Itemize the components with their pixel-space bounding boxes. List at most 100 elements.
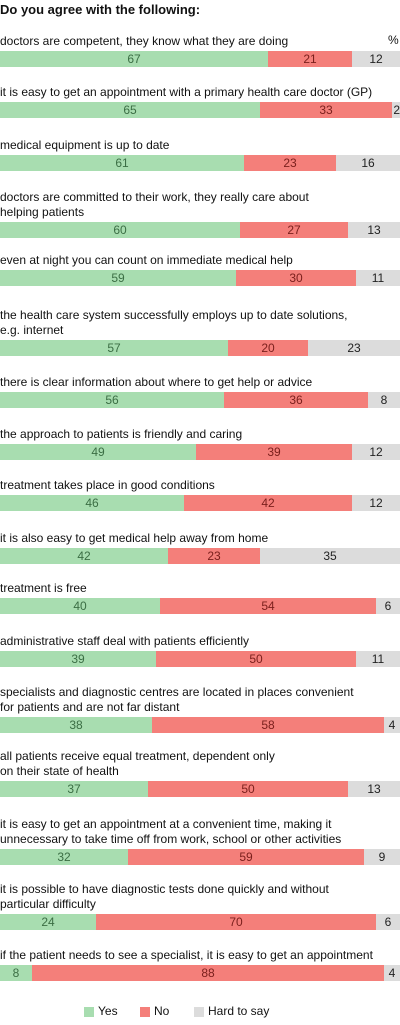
bar-segment-no (196, 444, 352, 460)
bar-segment-no (32, 965, 384, 981)
bar-segment-hard (392, 102, 400, 118)
question-label-line: for patients and are not far distant (0, 700, 180, 714)
bar-segment-no (148, 781, 348, 797)
data-label-no: 21 (303, 52, 317, 66)
bar-segment-yes (0, 495, 184, 511)
question-label-line: e.g. internet (0, 323, 64, 337)
question-label-line: there is clear information about where t… (0, 375, 313, 389)
data-label-no: 70 (229, 915, 243, 929)
stacked-bar: 46 42 12 (0, 495, 400, 511)
stacked-bar: 57 20 23 (0, 340, 400, 356)
legend-label-yes: Yes (98, 1004, 118, 1018)
bar-segment-yes (0, 548, 168, 564)
data-label-no: 50 (249, 652, 263, 666)
data-label-hard: 11 (371, 652, 385, 666)
bar-segment-no (236, 270, 356, 286)
question-label-line: it is easy to get an appointment with a … (0, 85, 373, 99)
data-label-yes: 60 (113, 223, 127, 237)
bar-segment-hard (260, 548, 400, 564)
stacked-bar: 40 54 6 (0, 598, 400, 614)
data-label-hard: 9 (378, 850, 386, 864)
question-label: treatment is free (0, 581, 400, 596)
bar-segment-hard (384, 717, 400, 733)
bar-segment-yes (0, 965, 32, 981)
data-label-yes: 39 (71, 652, 85, 666)
question-label-line: on their state of health (0, 764, 119, 778)
question-label: it is easy to get an appointment at a co… (0, 817, 400, 847)
question-label: if the patient needs to see a specialist… (0, 948, 400, 963)
bar-segment-hard (348, 781, 400, 797)
legend-label-hard-to-say: Hard to say (208, 1004, 270, 1018)
bar-segment-yes (0, 102, 260, 118)
data-label-hard: 8 (380, 393, 388, 407)
bar-segment-hard (308, 340, 400, 356)
question-label: it is also easy to get medical help away… (0, 531, 400, 546)
data-label-no: 30 (289, 271, 303, 285)
question-label: it is easy to get an appointment with a … (0, 85, 400, 100)
question-label: the health care system successfully empl… (0, 308, 400, 338)
unit-label: % (388, 33, 399, 47)
question-label: doctors are committed to their work, the… (0, 190, 400, 220)
data-label-hard: 13 (367, 782, 381, 796)
data-label-no: 33 (319, 103, 333, 117)
question-label-line: administrative staff deal with patients … (0, 634, 250, 648)
bar-segment-hard (356, 651, 400, 667)
bar-segment-hard (348, 222, 400, 238)
bar-segment-yes (0, 781, 148, 797)
data-label-no: 27 (287, 223, 301, 237)
question-label-line: if the patient needs to see a specialist… (0, 948, 373, 962)
stacked-bar: 32 59 9 (0, 849, 400, 865)
question-label: doctors are competent, they know what th… (0, 34, 400, 49)
data-label-yes: 56 (105, 393, 119, 407)
bar-segment-hard (364, 849, 400, 865)
stacked-bar: 8 88 4 (0, 965, 400, 981)
data-label-no: 50 (241, 782, 255, 796)
bar-segment-yes (0, 914, 96, 930)
stacked-bar: 42 23 35 (0, 548, 400, 564)
stacked-bar: 37 50 13 (0, 781, 400, 797)
bar-segment-no (268, 51, 352, 67)
question-label: specialists and diagnostic centres are l… (0, 685, 400, 715)
question-label-line: treatment takes place in good conditions (0, 478, 215, 492)
question-label-line: it is possible to have diagnostic tests … (0, 882, 329, 896)
legend-swatch-yes (84, 1007, 94, 1017)
bar-segment-no (244, 155, 336, 171)
question-label-line: unnecessary to take time off from work, … (0, 832, 342, 846)
bar-segment-no (240, 222, 348, 238)
bar-segment-no (224, 392, 368, 408)
bar-segment-hard (368, 392, 400, 408)
data-label-no: 54 (261, 599, 275, 613)
question-label: all patients receive equal treatment, de… (0, 749, 400, 779)
data-label-yes: 46 (85, 496, 99, 510)
bar-segment-yes (0, 155, 244, 171)
data-label-hard: 11 (371, 271, 385, 285)
data-label-no: 42 (261, 496, 275, 510)
bar-segment-no (152, 717, 384, 733)
bar-segment-yes (0, 849, 128, 865)
question-label-line: doctors are competent, they know what th… (0, 34, 289, 48)
bar-segment-hard (376, 598, 400, 614)
question-label-line: all patients receive equal treatment, de… (0, 749, 275, 763)
stacked-bar: 59 30 11 (0, 270, 400, 286)
bar-segment-no (260, 102, 392, 118)
stacked-bar: 56 36 8 (0, 392, 400, 408)
data-label-yes: 67 (127, 52, 141, 66)
data-label-no: 39 (267, 445, 281, 459)
bar-segment-no (128, 849, 364, 865)
data-label-hard: 12 (369, 496, 383, 510)
question-label-line: doctors are committed to their work, the… (0, 190, 309, 204)
bar-segment-yes (0, 598, 160, 614)
bar-segment-hard (352, 51, 400, 67)
stacked-bar: 38 58 4 (0, 717, 400, 733)
question-label: it is possible to have diagnostic tests … (0, 882, 400, 912)
question-label: treatment takes place in good conditions (0, 478, 400, 493)
data-label-no: 23 (283, 156, 297, 170)
stacked-bar: 67 21 12 (0, 51, 400, 67)
data-label-yes: 65 (123, 103, 137, 117)
stacked-bar: 39 50 11 (0, 651, 400, 667)
bar-segment-hard (352, 444, 400, 460)
bar-segment-yes (0, 717, 152, 733)
question-label-line: particular difficulty (0, 897, 96, 911)
data-label-yes: 42 (77, 549, 91, 563)
data-label-yes: 24 (41, 915, 55, 929)
